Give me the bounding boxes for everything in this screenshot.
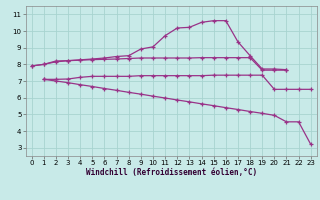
X-axis label: Windchill (Refroidissement éolien,°C): Windchill (Refroidissement éolien,°C) bbox=[86, 168, 257, 177]
